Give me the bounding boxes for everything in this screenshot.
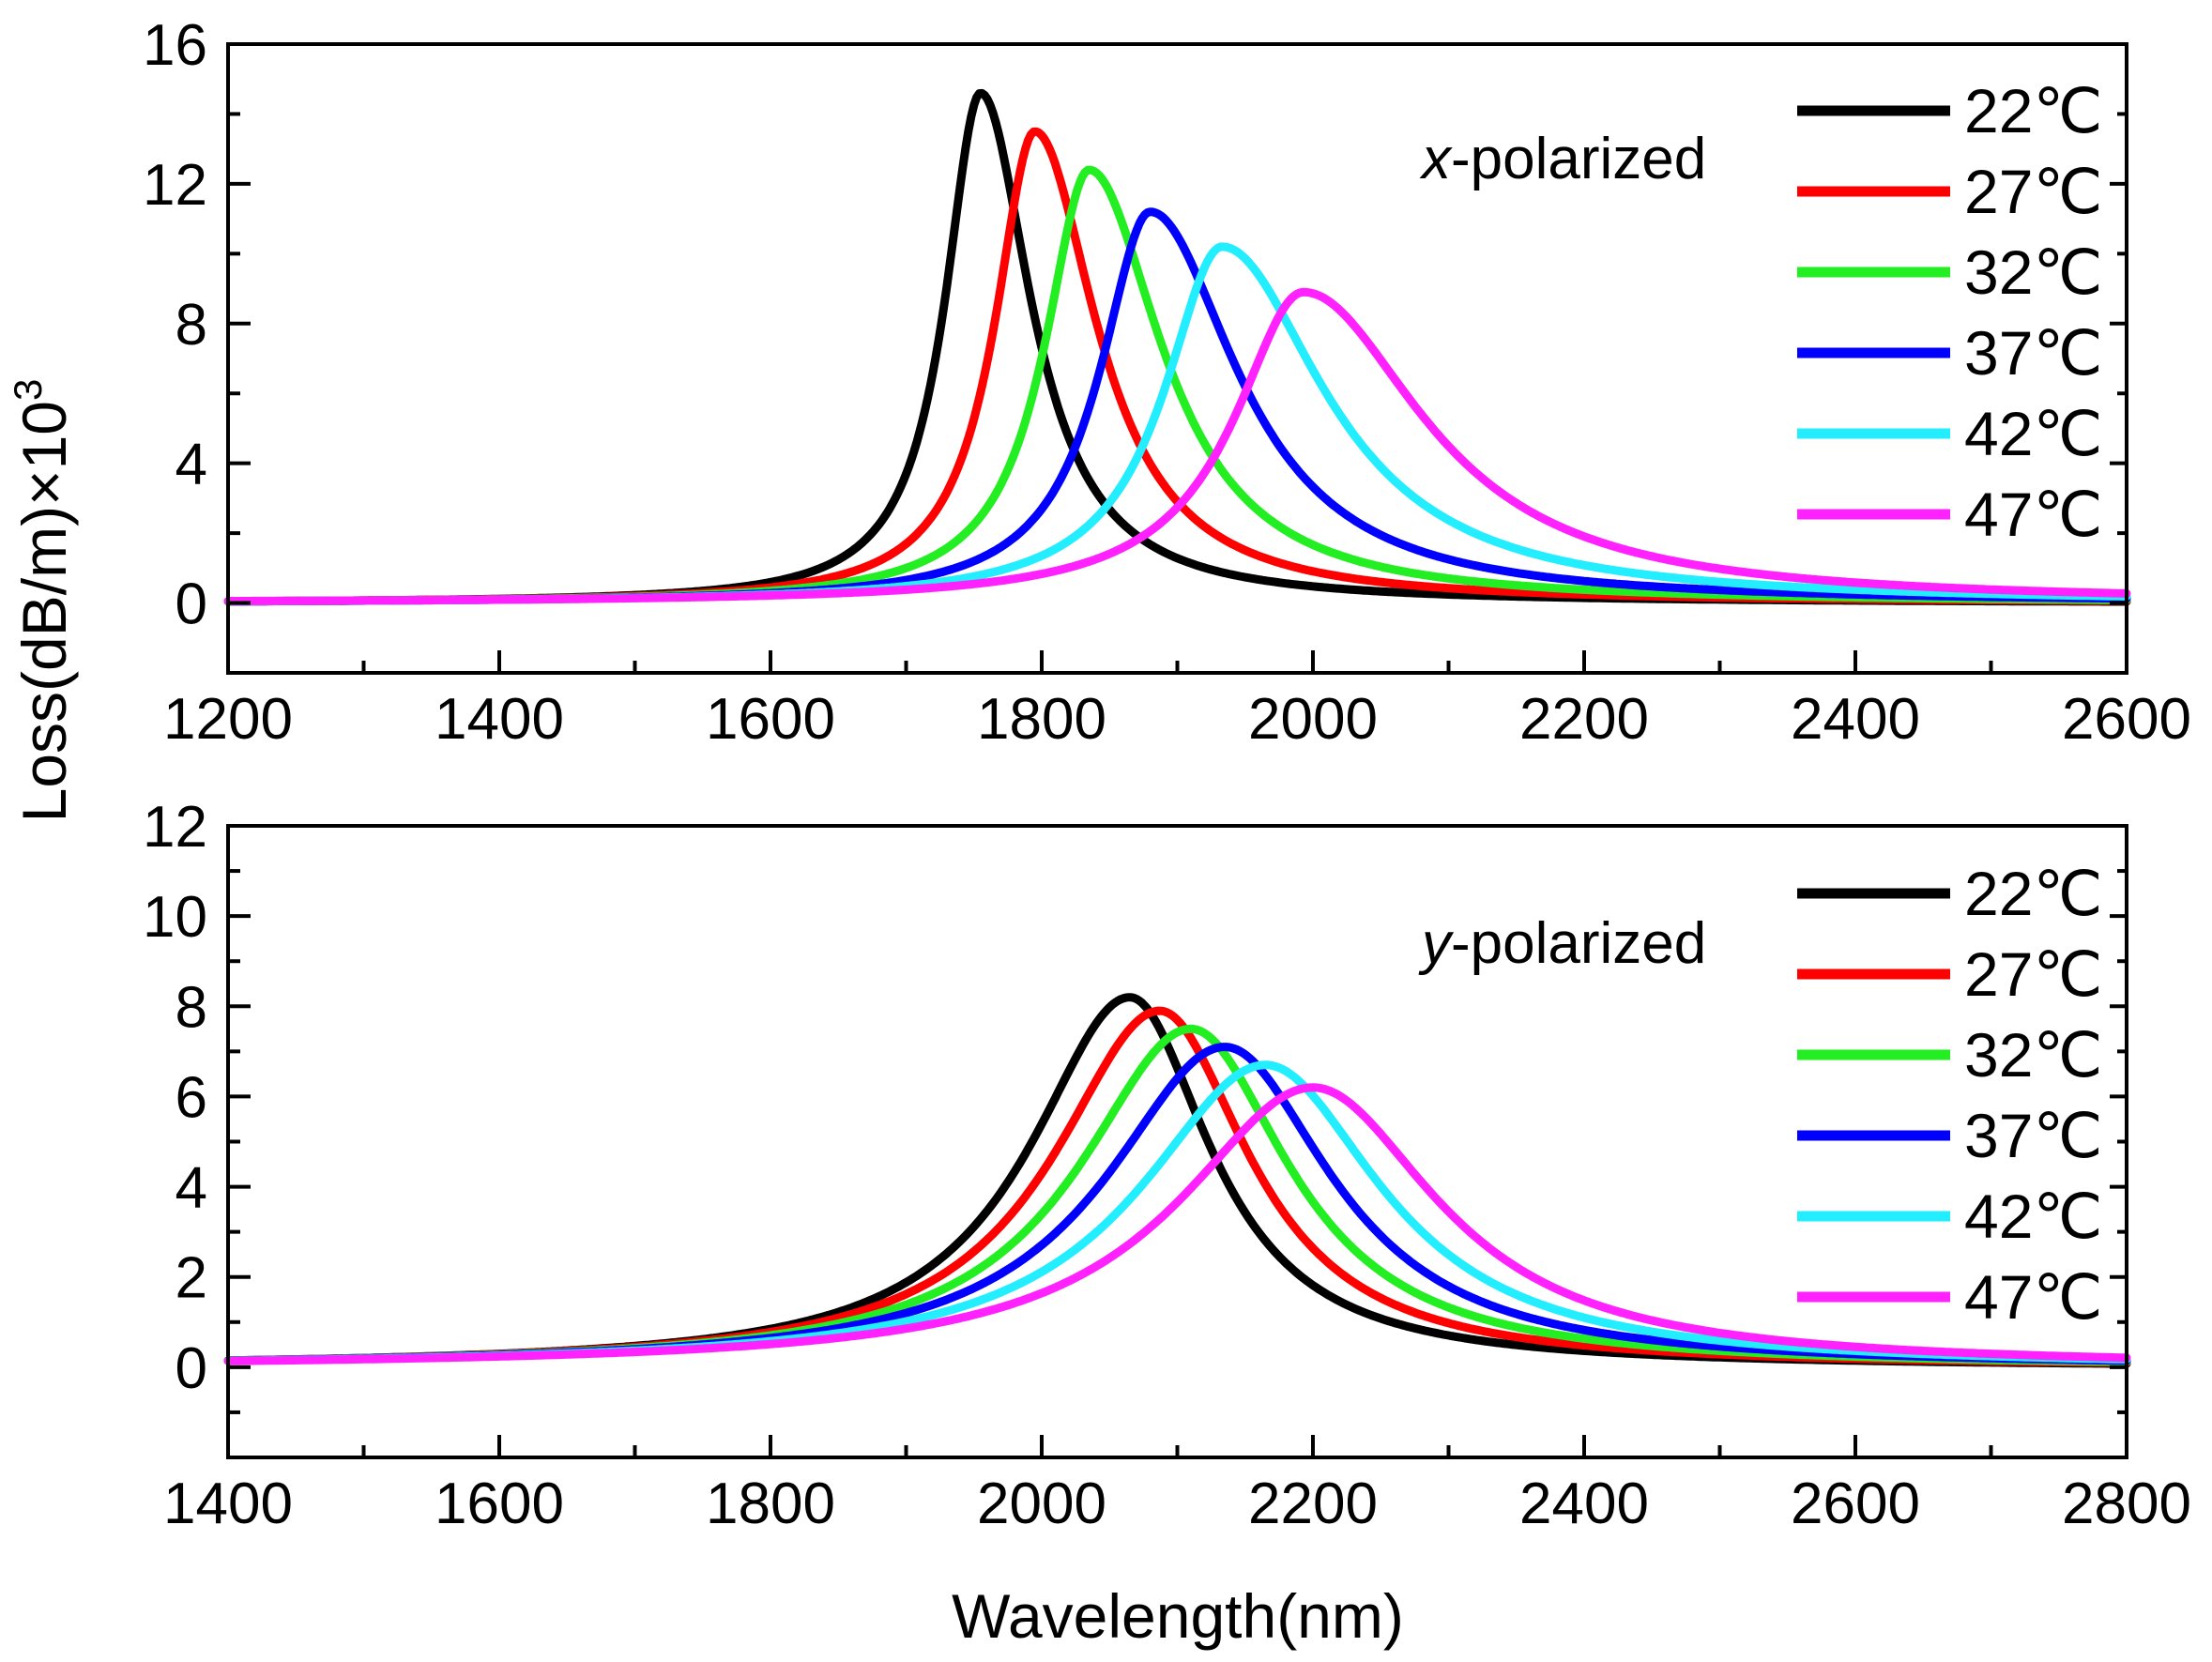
top-legend-label-32c: 32℃: [1964, 237, 2103, 307]
top-y-tick-label: 4: [175, 433, 207, 497]
top-y-tick-label: 8: [175, 293, 207, 358]
bottom-annotation-italic: y: [1418, 911, 1455, 976]
top-y-tick-labels: 0 4 8 12 16: [143, 13, 207, 637]
x-axis-title: Wavelength(nm): [952, 1581, 1404, 1651]
bottom-x-tick-label: 2800: [2062, 1471, 2191, 1536]
bottom-y-tick-label: 8: [175, 975, 207, 1040]
top-y-tick-label: 12: [143, 153, 207, 218]
top-x-tick-label: 2000: [1248, 687, 1378, 752]
top-x-tick-label: 1600: [706, 687, 835, 752]
top-annotation-rest: -polarized: [1451, 127, 1706, 191]
bottom-legend-label-32c: 32℃: [1964, 1020, 2103, 1090]
bottom-y-tick-label: 2: [175, 1246, 207, 1311]
bottom-annotation: y-polarized: [1418, 911, 1706, 976]
top-x-tick-label: 2600: [2062, 687, 2191, 752]
bottom-legend-label-27c: 27℃: [1964, 939, 2103, 1009]
top-x-tick-label: 1400: [435, 687, 564, 752]
top-series-47c: [223, 287, 2131, 605]
bottom-x-tick-label: 2600: [1791, 1471, 1920, 1536]
panel-bottom: 1400 1600 1800 2000 2200 2400 2600 2800 0 2 4 6 8 10…: [143, 795, 2191, 1536]
bottom-annotation-rest: -polarized: [1451, 911, 1706, 976]
y-axis-title: Loss(dB/m)×103: [6, 379, 79, 823]
top-ticks: [226, 42, 2128, 675]
top-legend-label-27c: 27℃: [1964, 157, 2103, 226]
bottom-y-tick-labels: 0 2 4 6 8 10 12: [143, 795, 207, 1401]
bottom-series-lines: [223, 993, 2131, 1368]
bottom-x-tick-label: 1600: [435, 1471, 564, 1536]
top-legend-label-22c: 22℃: [1964, 76, 2103, 145]
top-legend-label-42c: 42℃: [1964, 399, 2103, 468]
bottom-y-tick-label: 6: [175, 1065, 207, 1130]
top-y-tick-label: 0: [175, 572, 207, 637]
y-axis-title-superscript: 3: [6, 379, 50, 401]
bottom-y-tick-label: 0: [175, 1336, 207, 1401]
bottom-legend-label-37c: 37℃: [1964, 1101, 2103, 1170]
bottom-y-tick-label: 4: [175, 1156, 207, 1221]
bottom-y-tick-label: 10: [143, 885, 207, 950]
bottom-ticks: [226, 824, 2128, 1459]
bottom-x-tick-label: 1400: [163, 1471, 293, 1536]
bottom-x-tick-label: 2000: [977, 1471, 1106, 1536]
top-annotation: x-polarized: [1419, 127, 1706, 191]
bottom-legend-label-22c: 22℃: [1964, 859, 2103, 928]
bottom-x-tick-label: 2400: [1519, 1471, 1649, 1536]
top-x-tick-label: 2400: [1791, 687, 1920, 752]
top-series-lines: [223, 88, 2131, 606]
bottom-x-tick-label: 2200: [1248, 1471, 1378, 1536]
bottom-legend-label-47c: 47℃: [1964, 1262, 2103, 1332]
bottom-x-tick-label: 1800: [706, 1471, 835, 1536]
top-x-tick-label: 2200: [1519, 687, 1649, 752]
top-x-tick-labels: 1200 1400 1600 1800 2000 2200 2400 2600: [163, 687, 2191, 752]
top-legend: 22℃ 27℃ 32℃ 37℃ 42℃ 47℃: [1797, 76, 2103, 549]
bottom-y-tick-label: 12: [143, 795, 207, 860]
bottom-legend: 22℃ 27℃ 32℃ 37℃ 42℃ 47℃: [1797, 859, 2103, 1332]
top-x-tick-label: 1200: [163, 687, 293, 752]
top-y-tick-label: 16: [143, 13, 207, 78]
bottom-x-tick-labels: 1400 1600 1800 2000 2200 2400 2600 2800: [163, 1471, 2191, 1536]
bottom-legend-label-42c: 42℃: [1964, 1182, 2103, 1251]
panel-top: 1200 1400 1600 1800 2000 2200 2400 2600 0 4 8 12 16…: [143, 13, 2191, 752]
top-x-tick-label: 1800: [977, 687, 1106, 752]
top-legend-label-37c: 37℃: [1964, 318, 2103, 388]
y-axis-title-text: Loss(dB/m)×10: [9, 401, 79, 822]
top-annotation-italic: x: [1419, 127, 1453, 191]
bottom-series-47c: [223, 1083, 2131, 1365]
top-legend-label-47c: 47℃: [1964, 480, 2103, 549]
